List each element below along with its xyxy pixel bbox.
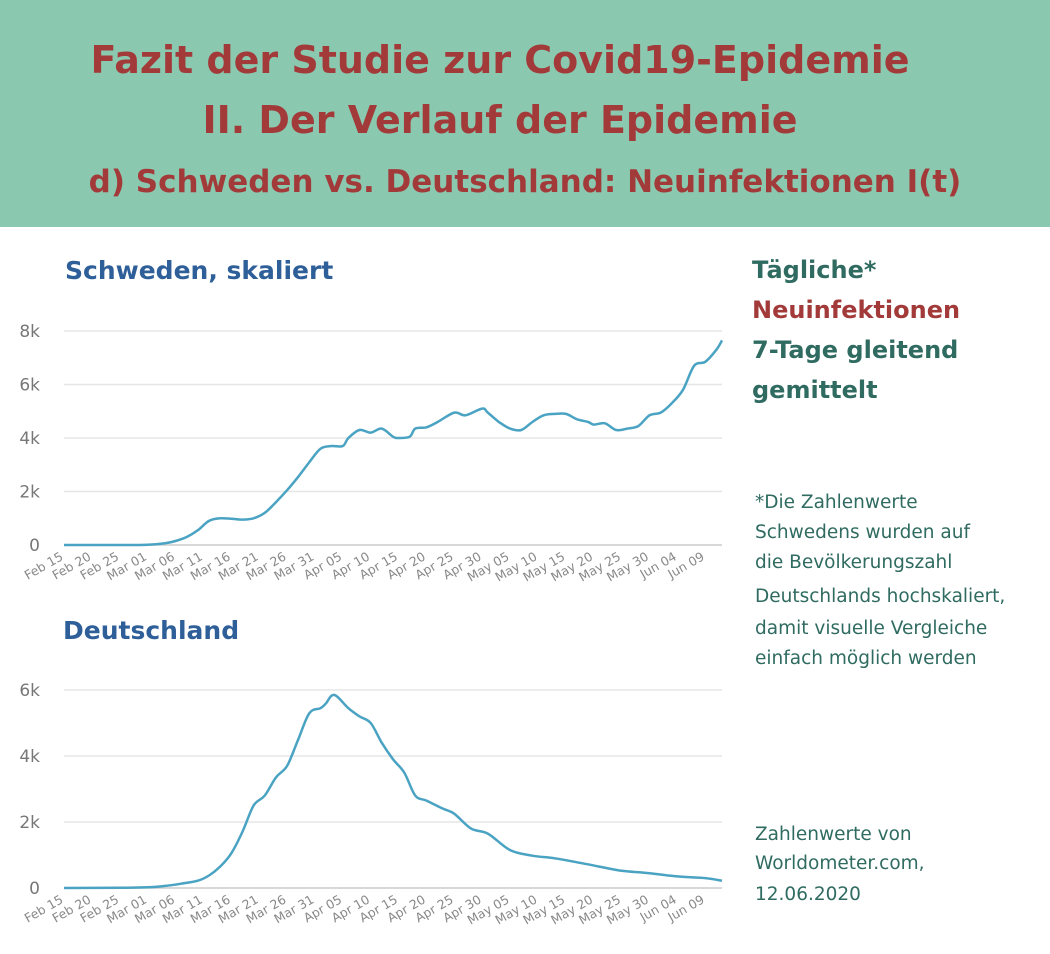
- source-line: Zahlenwerte von: [755, 824, 912, 845]
- sweden-chart-title: Schweden, skaliert: [65, 256, 334, 285]
- subsection-title: d) Schweden vs. Deutschland: Neuinfektio…: [88, 164, 962, 200]
- y-tick-label: 4k: [19, 429, 40, 449]
- note-line: damit visuelle Vergleiche: [755, 618, 988, 639]
- note-line: Deutschlands hochskaliert,: [755, 586, 1006, 607]
- y-tick-label: 2k: [19, 813, 40, 833]
- note-line: die Bevölkerungszahl: [755, 552, 953, 573]
- legend-line-4: gemittelt: [752, 376, 878, 404]
- section-title: II. Der Verlauf der Epidemie: [202, 98, 798, 142]
- y-tick-label: 2k: [19, 483, 40, 503]
- y-tick-label: 6k: [19, 376, 40, 396]
- y-tick-label: 6k: [19, 681, 40, 701]
- note-line: einfach möglich werden: [755, 648, 977, 669]
- source-line: 12.06.2020: [755, 884, 861, 905]
- series-line: [64, 339, 724, 547]
- legend-line-1: Tägliche*: [752, 256, 877, 284]
- note-line: Schwedens wurden auf: [755, 522, 970, 543]
- legend-line-2: Neuinfektionen: [752, 296, 961, 324]
- y-tick-label: 8k: [19, 322, 40, 342]
- source-line: Worldometer.com,: [755, 853, 925, 874]
- series-line: [63, 693, 723, 890]
- legend-line-3: 7-Tage gleitend: [752, 336, 959, 364]
- note-line: *Die Zahlenwerte: [755, 492, 918, 513]
- germany-chart-title: Deutschland: [63, 616, 240, 645]
- y-tick-label: 0: [29, 536, 40, 556]
- y-tick-label: 4k: [19, 747, 40, 767]
- main-title: Fazit der Studie zur Covid19-Epidemie: [90, 38, 910, 82]
- header-banner: Fazit der Studie zur Covid19-Epidemie II…: [0, 0, 1050, 227]
- y-tick-label: 0: [29, 879, 40, 899]
